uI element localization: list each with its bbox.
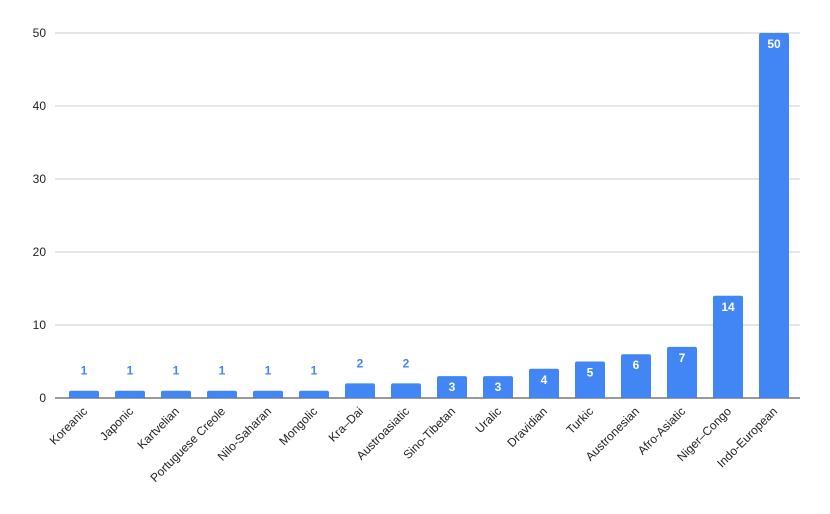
- bar: [575, 361, 605, 398]
- y-tick-label: 10: [33, 318, 47, 332]
- value-label: 1: [173, 364, 180, 378]
- y-tick-label: 30: [33, 172, 47, 186]
- value-label: 5: [587, 366, 594, 380]
- bar: [161, 390, 191, 398]
- value-label: 1: [81, 364, 88, 378]
- value-label: 14: [721, 300, 735, 314]
- value-label: 1: [127, 364, 134, 378]
- x-tick-label: Uralic: [473, 404, 505, 436]
- x-tick-label: Dravidian: [504, 404, 550, 450]
- bar: [759, 33, 789, 398]
- bar: [667, 346, 697, 398]
- x-tick-label: Japonic: [97, 404, 136, 443]
- bar: [437, 376, 467, 398]
- value-label: 1: [311, 364, 318, 378]
- bar: [207, 390, 237, 398]
- bar: [115, 390, 145, 398]
- value-label: 7: [679, 351, 686, 365]
- value-label: 6: [633, 358, 640, 372]
- bar: [69, 390, 99, 398]
- bar: [391, 383, 421, 398]
- bar: [483, 376, 513, 398]
- value-label: 4: [541, 373, 548, 387]
- x-tick-label: Turkic: [563, 404, 596, 437]
- bar: [253, 390, 283, 398]
- value-label: 3: [495, 380, 502, 394]
- x-tick-label: Kartvelian: [134, 404, 182, 452]
- x-tick-label: Mongolic: [276, 404, 320, 448]
- value-label: 1: [219, 364, 226, 378]
- y-tick-label: 50: [33, 26, 47, 40]
- y-tick-label: 20: [33, 245, 47, 259]
- x-tick-label: Kra–Dai: [326, 404, 367, 445]
- value-label: 3: [449, 380, 456, 394]
- value-label: 2: [357, 356, 364, 370]
- bar: [529, 368, 559, 398]
- y-tick-label: 0: [39, 391, 46, 405]
- bar: [345, 383, 375, 398]
- bar: [713, 295, 743, 398]
- value-label: 50: [767, 37, 781, 51]
- value-label: 2: [403, 356, 410, 370]
- x-tick-label: Koreanic: [47, 404, 90, 447]
- y-tick-label: 40: [33, 99, 47, 113]
- value-label: 1: [265, 364, 272, 378]
- bar: [621, 354, 651, 398]
- bar: [299, 390, 329, 398]
